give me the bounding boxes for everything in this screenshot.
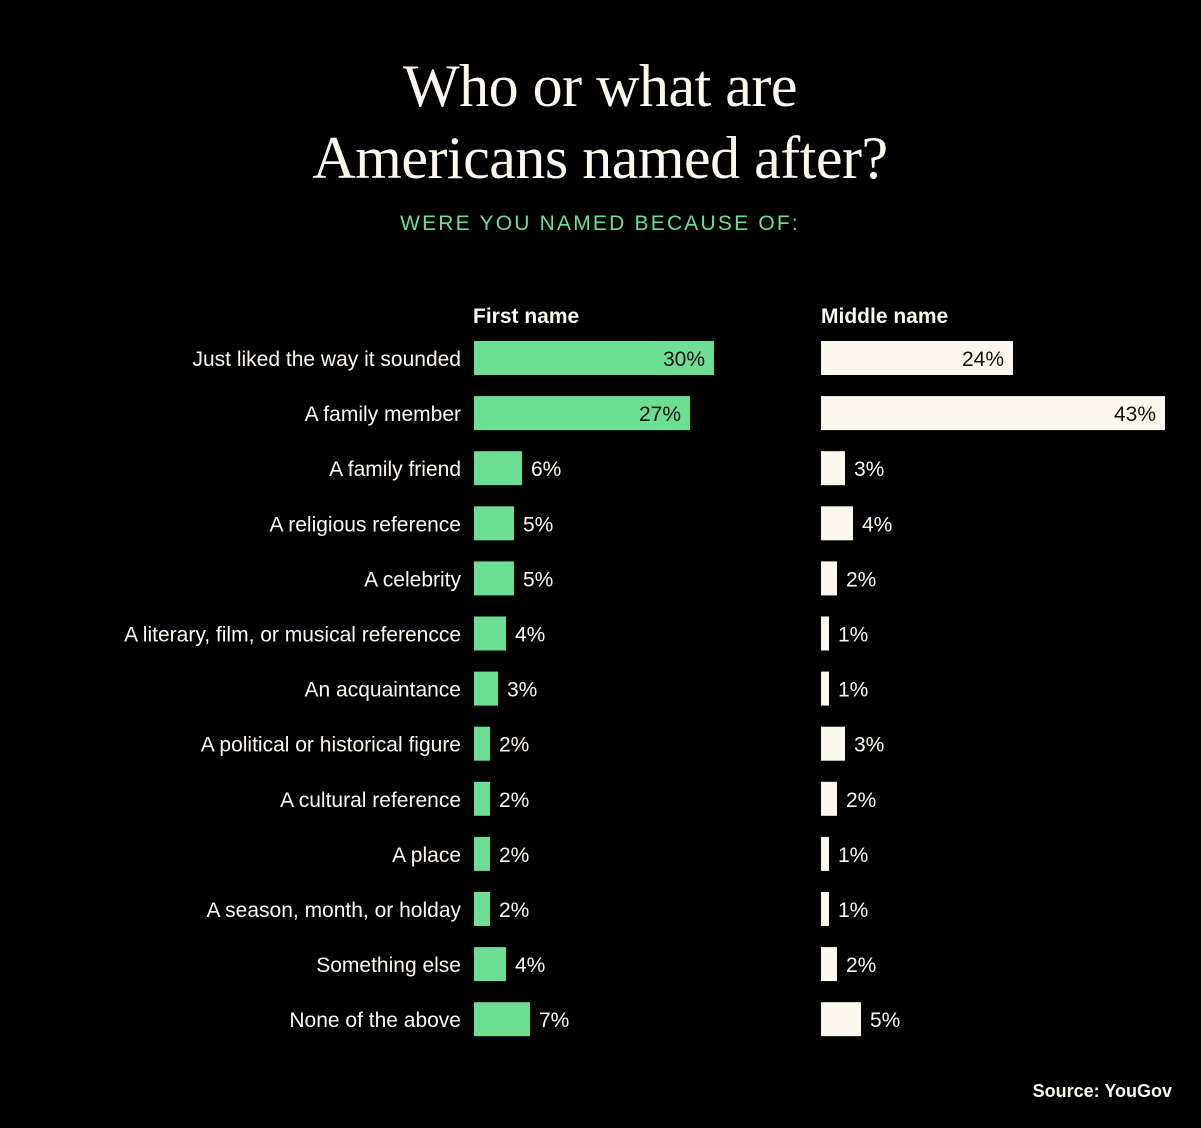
category-label-none-of-the-above: None of the above xyxy=(289,1009,461,1032)
category-label-a-political-or-historical-figure: A political or historical figure xyxy=(201,734,461,757)
middle-name-value-label-a-place: 1% xyxy=(838,844,868,867)
middle-name-value-label-a-literary-film-or-musical-referencce: 1% xyxy=(838,624,868,647)
middle-name-value-label-a-season-month-or-holday: 1% xyxy=(838,899,868,922)
first-name-bar-a-celebrity xyxy=(474,561,514,596)
first-name-bar-an-acquaintance xyxy=(474,671,498,706)
first-name-bar-a-literary-film-or-musical-referencce xyxy=(474,616,506,651)
category-label-something-else: Something else xyxy=(316,954,461,977)
first-name-value-label-a-family-member: 27% xyxy=(639,403,681,426)
category-label-a-literary-film-or-musical-referencce: A literary, film, or musical referencce xyxy=(124,624,461,647)
first-name-bar-a-political-or-historical-figure xyxy=(474,726,490,761)
first-name-value-label-a-political-or-historical-figure: 2% xyxy=(499,734,529,757)
first-name-bar-a-place xyxy=(474,836,490,871)
category-label-a-family-member: A family member xyxy=(305,403,461,426)
category-label-just-liked-the-way-it-sounded: Just liked the way it sounded xyxy=(193,348,462,371)
first-name-value-label-a-place: 2% xyxy=(499,844,529,867)
middle-name-value-label-an-acquaintance: 1% xyxy=(838,679,868,702)
middle-name-bar-a-literary-film-or-musical-referencce xyxy=(821,616,829,651)
middle-name-value-label-none-of-the-above: 5% xyxy=(870,1009,900,1032)
first-name-value-label-a-season-month-or-holday: 2% xyxy=(499,899,529,922)
first-name-bars: 30% 27% 6% 5% 5% 4% 3% 2% 2% 2% 2% 4% 7% xyxy=(474,341,714,1037)
first-name-bar-a-family-friend xyxy=(474,451,522,486)
middle-name-value-label-a-family-friend: 3% xyxy=(854,458,884,481)
category-label-an-acquaintance: An acquaintance xyxy=(305,679,461,702)
first-name-value-label-a-celebrity: 5% xyxy=(523,568,553,591)
first-name-bar-a-family-member xyxy=(474,396,690,431)
middle-name-bar-a-political-or-historical-figure xyxy=(821,726,845,761)
chart-subtitle: WERE YOU NAMED BECAUSE OF: xyxy=(400,212,800,235)
first-name-bar-a-cultural-reference xyxy=(474,781,490,816)
chart-title-line-2: Americans named after? xyxy=(312,125,887,191)
source-note: Source: YouGov xyxy=(1033,1081,1172,1101)
first-name-bar-a-religious-reference xyxy=(474,506,514,541)
middle-name-bar-a-season-month-or-holday xyxy=(821,892,829,926)
middle-name-value-label-something-else: 2% xyxy=(846,954,876,977)
first-name-bar-none-of-the-above xyxy=(474,1002,530,1037)
first-name-value-label-something-else: 4% xyxy=(515,954,545,977)
first-name-value-label-a-cultural-reference: 2% xyxy=(499,789,529,812)
middle-name-bar-a-cultural-reference xyxy=(821,781,837,816)
category-labels: Just liked the way it sounded A family me… xyxy=(124,348,461,1032)
middle-name-value-label-a-celebrity: 2% xyxy=(846,568,876,591)
category-label-a-season-month-or-holday: A season, month, or holday xyxy=(207,899,462,922)
first-name-value-label-a-literary-film-or-musical-referencce: 4% xyxy=(515,624,545,647)
category-label-a-celebrity: A celebrity xyxy=(364,568,461,591)
first-name-value-label-an-acquaintance: 3% xyxy=(507,679,537,702)
first-name-value-label-just-liked-the-way-it-sounded: 30% xyxy=(663,348,705,371)
series-header-first-name: First name xyxy=(473,305,579,328)
first-name-value-label-none-of-the-above: 7% xyxy=(539,1009,569,1032)
first-name-value-label-a-family-friend: 6% xyxy=(531,458,561,481)
middle-name-bar-a-family-friend xyxy=(821,451,845,486)
first-name-bar-something-else xyxy=(474,947,506,982)
first-name-value-label-a-religious-reference: 5% xyxy=(523,513,553,536)
category-label-a-religious-reference: A religious reference xyxy=(270,513,461,536)
category-label-a-family-friend: A family friend xyxy=(329,458,461,481)
middle-name-value-label-a-cultural-reference: 2% xyxy=(846,789,876,812)
middle-name-bar-an-acquaintance xyxy=(821,671,829,706)
middle-name-bar-something-else xyxy=(821,947,837,982)
chart-title-line-1: Who or what are xyxy=(403,53,797,119)
category-label-a-place: A place xyxy=(392,844,461,867)
middle-name-bar-none-of-the-above xyxy=(821,1002,861,1037)
middle-name-bars: 24% 43% 3% 4% 2% 1% 1% 3% 2% 1% 1% 2% 5% xyxy=(821,341,1165,1037)
middle-name-bar-a-place xyxy=(821,836,829,871)
middle-name-value-label-a-political-or-historical-figure: 3% xyxy=(854,734,884,757)
middle-name-value-label-a-religious-reference: 4% xyxy=(862,513,892,536)
category-label-a-cultural-reference: A cultural reference xyxy=(280,789,461,812)
series-header-middle-name: Middle name xyxy=(821,305,948,328)
first-name-bar-a-season-month-or-holday xyxy=(474,892,490,926)
middle-name-bar-a-family-member xyxy=(821,396,1165,431)
middle-name-bar-just-liked-the-way-it-sounded xyxy=(821,341,1013,375)
middle-name-bar-a-religious-reference xyxy=(821,506,853,541)
middle-name-bar-a-celebrity xyxy=(821,561,837,596)
middle-name-value-label-just-liked-the-way-it-sounded: 24% xyxy=(962,348,1004,371)
middle-name-value-label-a-family-member: 43% xyxy=(1114,403,1156,426)
first-name-bar-just-liked-the-way-it-sounded xyxy=(474,341,714,375)
